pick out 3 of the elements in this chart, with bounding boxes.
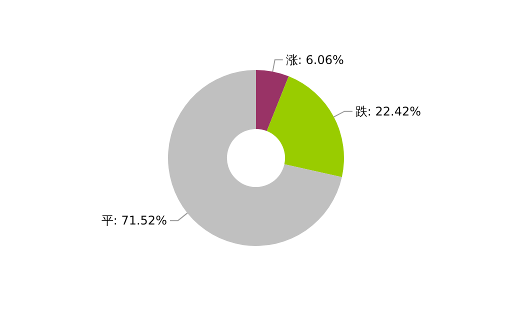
slice-label: 平: 71.52% <box>101 214 167 228</box>
slice-label: 跌: 22.42% <box>355 104 422 118</box>
slice-label: 涨: 6.06% <box>286 52 344 67</box>
